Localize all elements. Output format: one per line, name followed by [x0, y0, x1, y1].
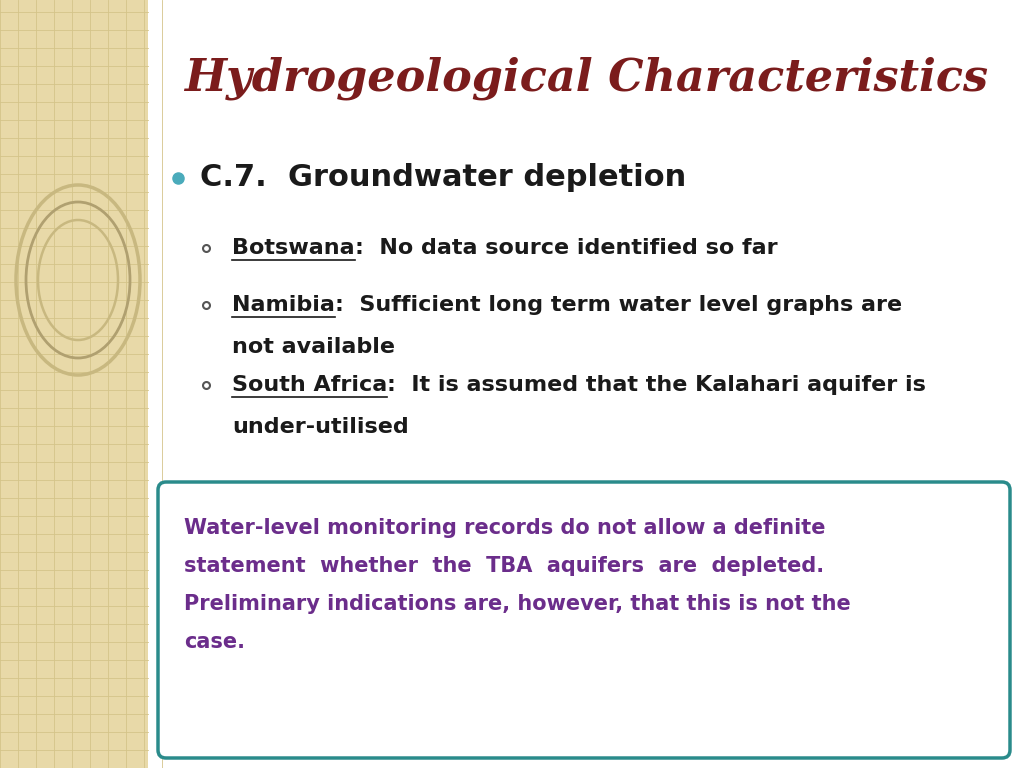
Text: Botswana: Botswana — [232, 238, 354, 258]
Text: Namibia: Namibia — [232, 295, 335, 315]
Text: statement  whether  the  TBA  aquifers  are  depleted.: statement whether the TBA aquifers are d… — [184, 556, 824, 576]
Text: :  It is assumed that the Kalahari aquifer is: : It is assumed that the Kalahari aquife… — [387, 375, 926, 395]
Text: not available: not available — [232, 337, 395, 357]
Text: Hydrogeological Characteristics: Hydrogeological Characteristics — [184, 56, 988, 100]
Text: :  No data source identified so far: : No data source identified so far — [354, 238, 777, 258]
Text: under-utilised: under-utilised — [232, 417, 409, 437]
Text: case.: case. — [184, 632, 245, 652]
Text: Preliminary indications are, however, that this is not the: Preliminary indications are, however, th… — [184, 594, 851, 614]
Text: South Africa: South Africa — [232, 375, 387, 395]
Text: C.7.  Groundwater depletion: C.7. Groundwater depletion — [200, 164, 686, 193]
Text: :  Sufficient long term water level graphs are: : Sufficient long term water level graph… — [335, 295, 902, 315]
Text: Water-level monitoring records do not allow a definite: Water-level monitoring records do not al… — [184, 518, 825, 538]
FancyBboxPatch shape — [158, 482, 1010, 758]
Bar — [0, 0, 148, 768]
